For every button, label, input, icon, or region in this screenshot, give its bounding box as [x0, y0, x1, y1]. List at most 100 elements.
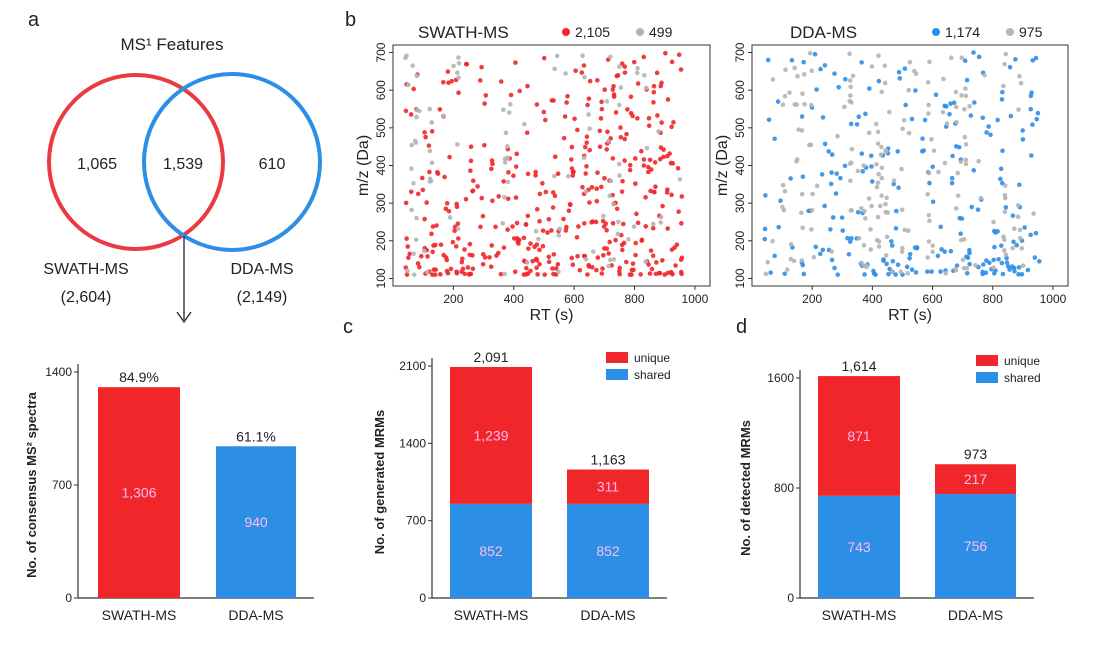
scatter-point [896, 185, 901, 191]
scatter-point [452, 228, 457, 234]
scatter-point [907, 251, 913, 257]
scatter-point [1017, 182, 1022, 188]
scatter-point [454, 204, 460, 210]
y-tick-label: 0 [419, 591, 426, 605]
scatter-point [925, 79, 931, 85]
scatter-point [956, 144, 962, 150]
scatter-point [450, 239, 456, 245]
scatter-point [606, 139, 611, 144]
scatter-point [404, 272, 410, 277]
scatter-point [665, 187, 670, 192]
scatter-point [533, 173, 538, 178]
scatter-point [534, 265, 539, 271]
scatter-point [440, 113, 446, 119]
scatter-point [618, 125, 623, 130]
venn-left-only: 1,065 [77, 156, 117, 173]
scatter-point [480, 252, 486, 257]
scatter-point [616, 161, 622, 167]
scatter-point [883, 201, 888, 207]
y-tick-label: 300 [374, 193, 388, 213]
venn-circle-swath [47, 73, 225, 251]
scatter-point [794, 157, 800, 162]
scatter-point [1013, 57, 1018, 62]
scatter-point [862, 208, 867, 214]
x-tick-label: DDA-MS [228, 607, 283, 623]
scatter-point [556, 269, 561, 274]
scatter-point [635, 116, 640, 121]
scatter-point [942, 103, 948, 109]
scatter-point [429, 129, 435, 134]
scatter-point [490, 161, 495, 167]
legend-marker [636, 28, 644, 36]
scatter-point [922, 117, 928, 123]
scatter-point [643, 259, 649, 264]
scatter-title: DDA-MS [790, 23, 857, 42]
scatter-point [524, 265, 529, 271]
scatter-point [993, 230, 998, 235]
scatter-point [765, 57, 771, 63]
bar [98, 387, 180, 598]
scatter-point [678, 257, 684, 262]
y-tick-label: 300 [733, 193, 747, 213]
scatter-point [1009, 264, 1015, 269]
x-tick-label: DDA-MS [580, 607, 635, 623]
scatter-point [418, 253, 424, 259]
bar-chart-a: 0 700 1400 No. of consensus MS² spectra SWAT… [24, 364, 314, 623]
scatter-point [800, 225, 805, 231]
scatter-point [913, 88, 918, 93]
venn-diagram: MS¹ Features 1,065 1,539 610 SWATH-MS (2… [43, 35, 322, 324]
scatter-point [763, 193, 768, 198]
scatter-point [1037, 259, 1042, 264]
scatter-point [576, 224, 581, 229]
scatter-point [954, 119, 959, 125]
scatter-point [627, 272, 633, 277]
scatter-point [586, 112, 591, 117]
scatter-point [595, 78, 600, 83]
legend-label: 2,105 [575, 24, 610, 40]
y-axis-label: m/z (Da) [355, 135, 372, 196]
scatter-point [420, 187, 426, 193]
scatter-point [998, 176, 1003, 182]
scatter-point [866, 130, 872, 136]
scatter-point [879, 165, 885, 171]
scatter-point [619, 242, 625, 248]
scatter-point [876, 239, 882, 244]
scatter-point [1016, 107, 1021, 112]
x-tick-label: SWATH-MS [454, 607, 529, 623]
scatter-point [500, 220, 506, 226]
scatter-point [611, 92, 617, 97]
x-tick-label: 600 [564, 292, 584, 306]
scatter-point [447, 154, 452, 160]
scatter-point [877, 203, 883, 209]
x-tick-label: 400 [862, 292, 882, 306]
scatter-point [541, 109, 547, 115]
scatter-point [456, 236, 461, 241]
scatter-point [766, 117, 772, 123]
scatter-point [619, 61, 625, 66]
scatter-point [429, 160, 435, 166]
scatter-point [645, 164, 651, 170]
scatter-point [602, 87, 608, 93]
scatter-point [618, 85, 624, 90]
scatter-point [920, 136, 925, 141]
scatter-point [1017, 227, 1023, 233]
scatter-point [984, 130, 989, 135]
scatter-point [1003, 51, 1009, 57]
scatter-point [1011, 239, 1016, 245]
scatter-point [930, 243, 935, 248]
scatter-point [630, 261, 636, 266]
scatter-point [889, 239, 894, 244]
venn-right-only: 610 [259, 156, 286, 173]
scatter-point [425, 254, 430, 259]
scatter-point [817, 251, 823, 257]
scatter-point [635, 65, 640, 71]
scatter-point [611, 201, 616, 207]
scatter-point [976, 158, 981, 164]
scatter-point [883, 209, 888, 215]
scatter-point [814, 183, 820, 189]
scatter-point [624, 131, 629, 137]
scatter-point [587, 78, 593, 84]
scatter-point [660, 203, 665, 209]
scatter-point [953, 206, 959, 211]
scatter-point [849, 208, 854, 213]
